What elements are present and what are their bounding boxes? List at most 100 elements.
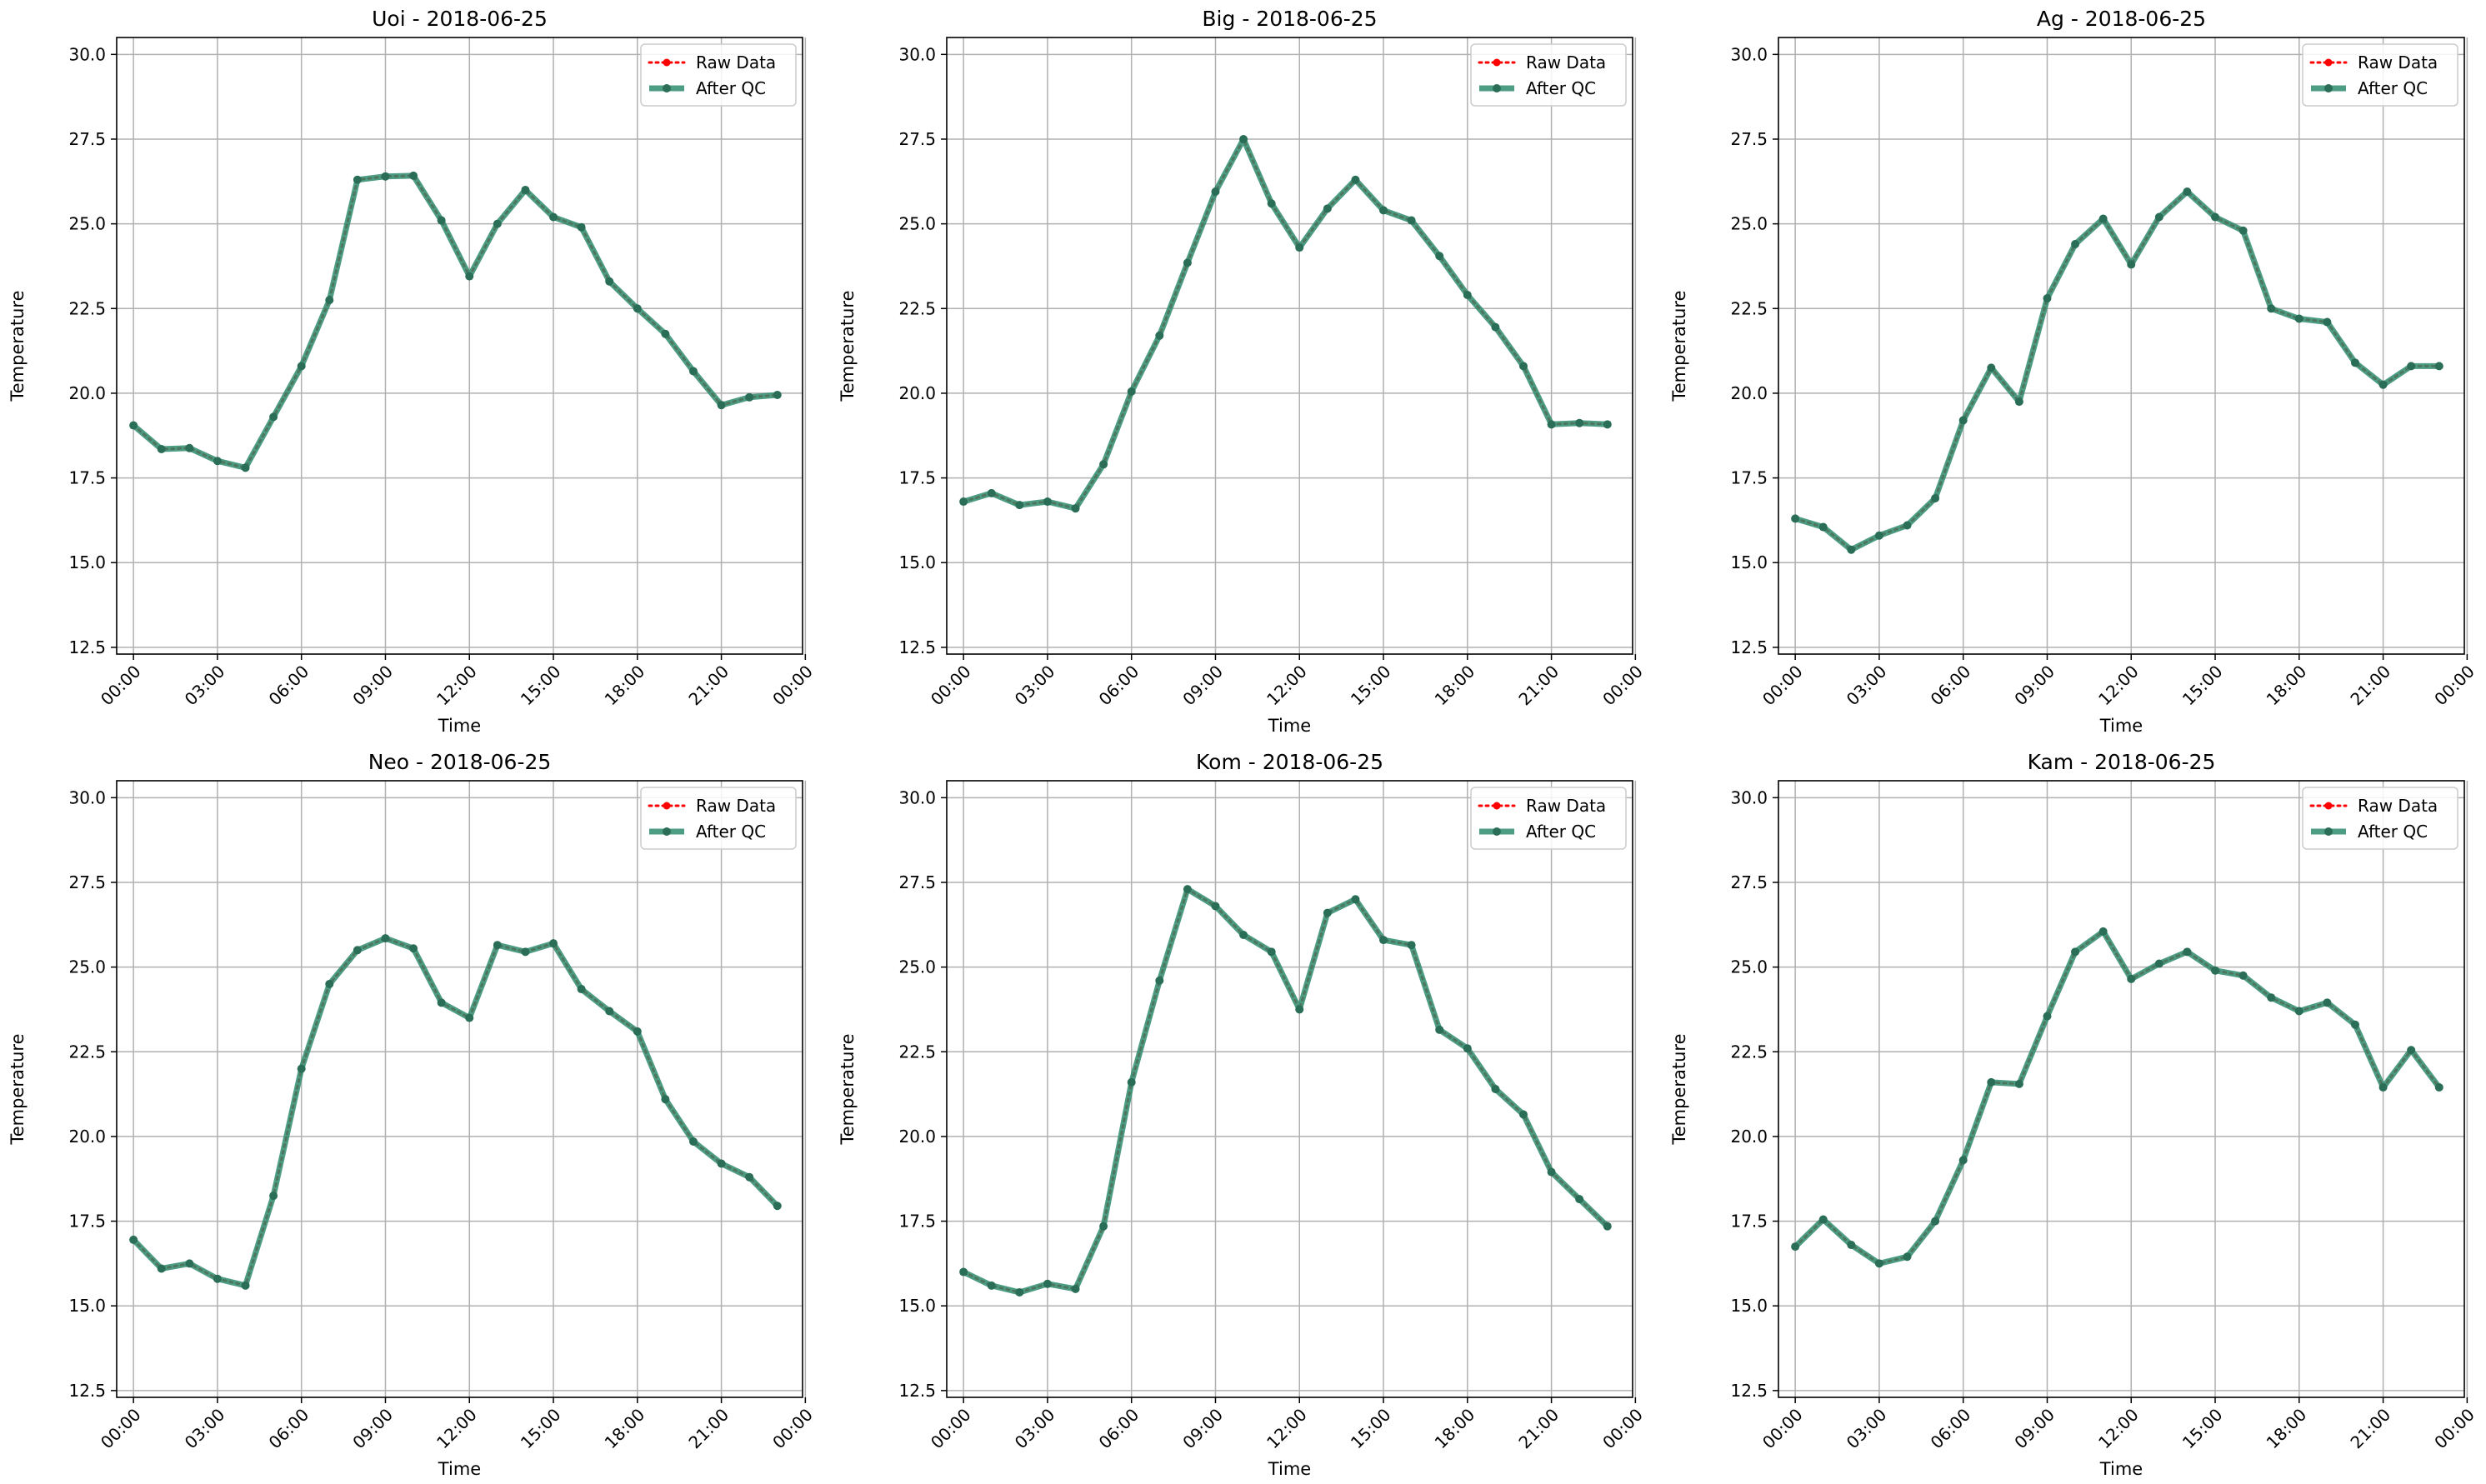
y-tick-label: 27.5 [898, 129, 936, 149]
y-tick-label: 25.0 [1730, 214, 1768, 234]
y-axis-label: Temperature [1669, 1033, 1689, 1145]
legend-raw-label: Raw Data [1526, 52, 1606, 72]
y-tick-label: 27.5 [1730, 872, 1768, 892]
x-tick-label: 03:00 [1011, 662, 1059, 710]
x-tick-label: 09:00 [2010, 1405, 2058, 1453]
y-tick-label: 27.5 [68, 872, 106, 892]
after-qc-point [1379, 206, 1388, 215]
after-qc-point [773, 390, 782, 399]
y-tick-label: 20.0 [1730, 1127, 1768, 1147]
x-tick-label: 18:00 [1431, 662, 1479, 710]
x-tick-label: 00:00 [97, 1405, 145, 1453]
after-qc-point [2323, 998, 2332, 1007]
after-qc-point [2350, 358, 2359, 367]
y-tick-label: 17.5 [1730, 468, 1768, 488]
x-tick-label: 12:00 [1263, 1405, 1311, 1453]
after-qc-point [1874, 1259, 1883, 1268]
after-qc-point [987, 1281, 996, 1290]
after-qc-point [1407, 216, 1416, 225]
y-axis-label: Temperature [1669, 290, 1689, 402]
subplot-title: Uoi - 2018-06-25 [372, 7, 548, 31]
after-qc-point [2211, 966, 2220, 975]
after-qc-point [269, 1192, 278, 1201]
legend-raw-label: Raw Data [696, 52, 776, 72]
after-qc-point [1295, 1005, 1304, 1014]
after-qc-point [1183, 885, 1192, 894]
after-qc-point [2267, 304, 2276, 313]
legend-qc-label: After QC [696, 822, 766, 842]
y-tick-label: 15.0 [68, 1296, 106, 1316]
after-qc-point [1239, 931, 1248, 939]
x-axis-label: Time [438, 1459, 481, 1479]
after-qc-point [1267, 947, 1276, 957]
y-tick-label: 25.0 [1730, 957, 1768, 977]
axes-frame [1778, 780, 2465, 1398]
after-qc-line [963, 136, 1608, 512]
subplot-title: Kom - 2018-06-25 [1196, 750, 1383, 774]
after-qc-point [745, 392, 754, 402]
legend-qc-marker [663, 827, 671, 836]
legend-raw-marker [663, 58, 671, 67]
after-qc-point [661, 329, 670, 338]
after-qc-point [2127, 974, 2136, 983]
after-qc-point [688, 367, 698, 376]
after-qc-point [1267, 199, 1276, 208]
after-qc-point [157, 1264, 166, 1273]
x-tick-label: 21:00 [684, 662, 733, 710]
y-tick-label: 17.5 [68, 468, 106, 488]
y-tick-label: 22.5 [898, 1042, 936, 1062]
y-axis-label: Temperature [8, 290, 28, 402]
y-tick-label: 17.5 [1730, 1212, 1768, 1232]
after-qc-point [1791, 514, 1800, 523]
x-axis-label: Time [1268, 1459, 1311, 1479]
after-qc-point [297, 1064, 306, 1073]
after-qc-point [1323, 908, 1332, 917]
after-qc-point [1987, 363, 1996, 372]
x-tick-label: 03:00 [1843, 1405, 1891, 1453]
after-qc-point [325, 979, 334, 988]
legend-raw-label: Raw Data [696, 796, 776, 816]
after-qc-point [1958, 1156, 1968, 1165]
after-qc-point [129, 1235, 138, 1244]
y-tick-label: 25.0 [898, 957, 936, 977]
after-qc-point [1099, 460, 1108, 469]
x-axis-label: Time [438, 716, 481, 736]
after-qc-point [1183, 258, 1192, 267]
subplot-title: Kam - 2018-06-25 [2028, 750, 2216, 774]
after-qc-point [1295, 243, 1304, 252]
axes-frame [116, 780, 803, 1398]
after-qc-point [1211, 187, 1220, 196]
after-qc-point [2071, 947, 2080, 957]
x-tick-label: 06:00 [1095, 662, 1143, 710]
y-tick-label: 15.0 [1730, 1296, 1768, 1316]
x-tick-label: 00:00 [768, 1405, 817, 1453]
after-qc-point [2014, 1079, 2023, 1088]
after-qc-point [1015, 1287, 1024, 1297]
y-tick-label: 12.5 [1730, 1381, 1768, 1401]
after-qc-point [2098, 214, 2108, 223]
after-qc-point [381, 934, 390, 943]
x-tick-label: 15:00 [1347, 662, 1395, 710]
x-tick-label: 09:00 [2010, 662, 2058, 710]
y-tick-label: 27.5 [898, 872, 936, 892]
x-tick-label: 03:00 [181, 662, 229, 710]
after-qc-point [2127, 260, 2136, 269]
x-axis-label: Time [2099, 716, 2143, 736]
x-axis-label: Time [2099, 1459, 2143, 1479]
legend-raw-marker [1493, 802, 1501, 810]
x-tick-label: 00:00 [927, 662, 975, 710]
y-tick-label: 30.0 [68, 44, 106, 64]
y-tick-label: 12.5 [898, 637, 936, 657]
y-tick-label: 22.5 [68, 298, 106, 318]
x-tick-label: 06:00 [1927, 662, 1975, 710]
after-qc-point [2378, 1082, 2388, 1092]
y-tick-label: 20.0 [1730, 383, 1768, 403]
subplot-0: 12.5 15.0 17.5 20.0 22.5 25.0 27.5 30.0 00:00 03:… [8, 7, 817, 736]
legend-raw-marker [663, 802, 671, 810]
after-qc-point [2294, 1007, 2303, 1016]
x-tick-label: 00:00 [1598, 1405, 1647, 1453]
y-axis-label: Temperature [838, 290, 858, 402]
y-tick-label: 30.0 [1730, 44, 1768, 64]
after-qc-point [1043, 1279, 1052, 1288]
after-qc-point [409, 944, 418, 953]
